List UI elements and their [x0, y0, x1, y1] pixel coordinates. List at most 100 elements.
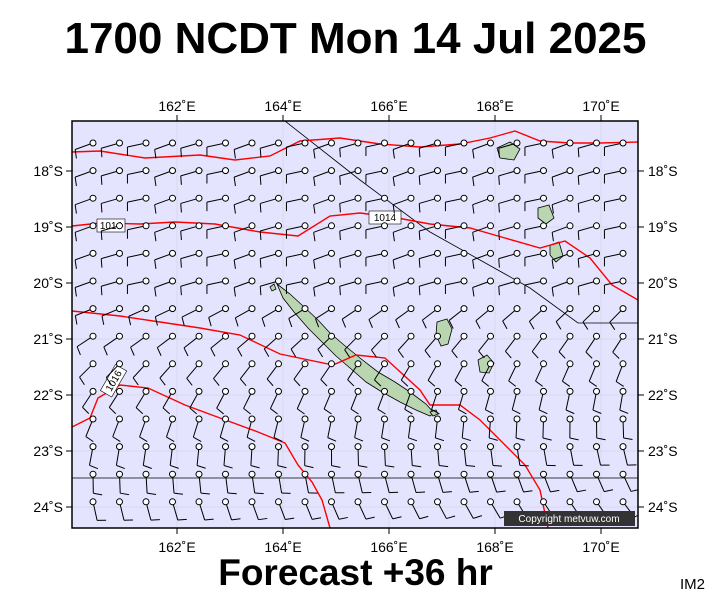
wind-barb-feather — [469, 490, 479, 493]
wind-barb-feather — [317, 349, 324, 358]
wind-barb-feather — [103, 346, 108, 356]
wind-barb-feather — [219, 436, 229, 442]
wind-barb-feather — [74, 315, 78, 325]
lat-label-19: 19˚S — [648, 219, 678, 235]
wind-barb-feather — [418, 175, 421, 185]
wind-barb-feather — [233, 149, 236, 159]
wind-barb-feather — [596, 437, 606, 441]
wind-barb-station — [566, 415, 574, 423]
wind-barb-station — [275, 167, 282, 175]
wind-barb-feather — [609, 321, 616, 330]
wind-barb-station — [407, 387, 415, 395]
wind-barb-feather — [371, 349, 377, 358]
wind-barb-station — [593, 387, 600, 395]
wind-barb-feather — [76, 346, 81, 356]
wind-barb-feather — [498, 203, 500, 213]
isobar-1016 — [72, 310, 549, 528]
wind-barb-station — [89, 387, 97, 395]
wind-barb-feather — [186, 377, 193, 386]
wind-barb-feather — [558, 351, 566, 359]
wind-barb-feather — [634, 514, 638, 518]
wind-barb-station — [328, 332, 335, 340]
lat-label-23: 23˚S — [33, 443, 63, 459]
wind-barb-feather — [339, 148, 341, 158]
wind-barb-feather — [577, 175, 580, 185]
wind-barb-station — [619, 332, 627, 340]
wind-barb-station — [169, 139, 176, 147]
wind-barb-feather — [288, 318, 293, 328]
wind-barb-feather — [277, 465, 287, 469]
wind-barb-feather — [498, 286, 500, 296]
wind-barb-station — [619, 167, 627, 175]
wind-barb-station — [248, 139, 256, 147]
wind-barb-station — [540, 305, 547, 313]
wind-barb-feather — [154, 149, 157, 159]
wind-barb-feather — [100, 175, 103, 185]
wind-barb-feather — [180, 230, 182, 241]
wind-barb-station — [248, 498, 256, 506]
wind-barb-feather — [435, 437, 445, 442]
wind-barb-feather — [472, 287, 475, 297]
wind-barb-feather — [419, 515, 429, 520]
wind-barb-feather — [312, 517, 322, 520]
wind-barb-station — [169, 470, 176, 478]
wind-barb-station — [301, 387, 309, 395]
wind-barb-feather — [485, 409, 494, 415]
wind-barb-feather — [458, 409, 467, 415]
wind-barb-feather — [588, 380, 597, 387]
wind-barb-station — [407, 194, 415, 202]
wind-barb-feather — [273, 437, 283, 442]
wind-barb-station — [407, 167, 415, 175]
wind-barb-station — [487, 222, 494, 230]
lat-label-22: 22˚S — [33, 387, 63, 403]
wind-barb-feather — [551, 259, 554, 269]
wind-barb-station — [222, 194, 229, 202]
wind-barb-station — [593, 194, 600, 202]
wind-barb-feather — [74, 149, 77, 159]
wind-barb-feather — [233, 259, 236, 269]
wind-barb-feather — [478, 350, 485, 359]
wind-barb-feather — [472, 177, 475, 187]
wind-barb-feather — [498, 148, 500, 158]
wind-barb-station — [328, 139, 335, 147]
wind-barb-feather — [385, 465, 395, 468]
lat-label-24: 24˚S — [648, 499, 678, 515]
wind-barb-station — [142, 332, 150, 340]
wind-barb-station — [513, 360, 521, 368]
wind-barb-station — [195, 360, 203, 368]
wind-barb-station — [248, 249, 256, 257]
wind-barb-feather — [154, 259, 157, 269]
wind-barb-feather — [154, 232, 157, 242]
wind-barb-feather — [108, 407, 117, 415]
wind-barb-station — [328, 222, 335, 230]
wind-barb-feather — [472, 149, 475, 159]
wind-barb-station — [460, 332, 468, 340]
wind-barb-station — [169, 194, 176, 202]
wind-barb-feather — [156, 347, 162, 356]
wind-barb-station — [248, 470, 256, 478]
wind-barb-feather — [466, 464, 476, 467]
wind-barb-feather — [116, 464, 125, 470]
wind-barb-feather — [418, 286, 421, 296]
lat-label-20: 20˚S — [33, 275, 63, 291]
wind-barb-feather — [285, 517, 295, 521]
wind-barb-feather — [180, 148, 182, 158]
lat-label-18: 18˚S — [648, 163, 678, 179]
wind-barb-station — [381, 360, 388, 368]
wind-barb-station — [195, 470, 203, 478]
wind-barb-station — [169, 167, 176, 175]
wind-barb-feather — [100, 203, 103, 213]
wind-barb-station — [89, 249, 97, 257]
wind-barb-station — [381, 167, 388, 175]
wind-barb-station — [89, 277, 97, 285]
wind-barb-feather — [233, 232, 236, 242]
wind-barb-feather — [159, 377, 166, 386]
wind-barb-feather — [166, 436, 175, 442]
wind-barb-feather — [339, 230, 341, 241]
wind-barb-feather — [154, 316, 158, 326]
wind-barb-station — [619, 305, 627, 313]
wind-barb-station — [248, 332, 256, 340]
wind-barb-station — [566, 222, 574, 230]
wind-barb-station — [222, 332, 229, 340]
wind-barb-station — [460, 194, 468, 202]
